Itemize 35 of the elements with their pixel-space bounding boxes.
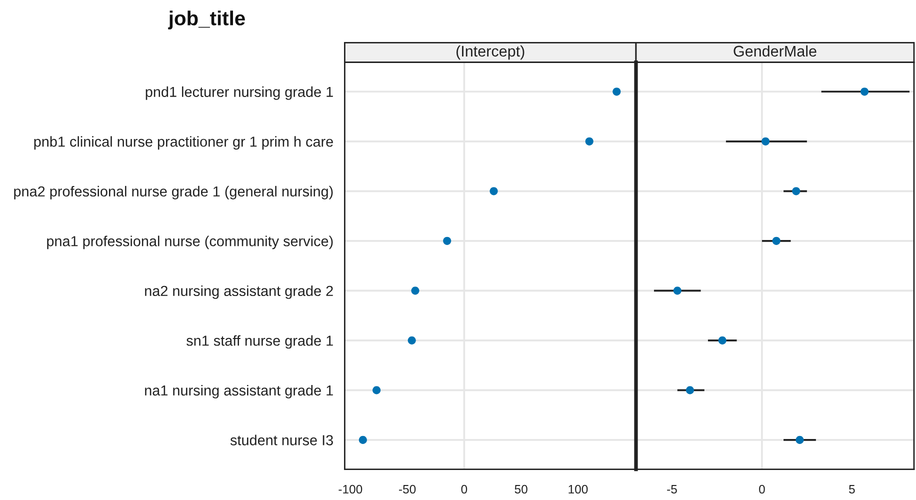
- point: [490, 187, 498, 196]
- y-tick-label: na1 nursing assistant grade 1: [145, 384, 333, 398]
- x-tick-label: 0: [461, 484, 468, 494]
- y-tick-label: student nurse I3: [230, 434, 333, 446]
- y-tick-label: pna1 professional nurse (community service): [47, 236, 333, 250]
- point: [792, 187, 800, 196]
- x-tick-label: 0: [759, 484, 765, 494]
- point: [408, 336, 416, 344]
- x-tick-label: 50: [514, 484, 528, 494]
- point: [411, 286, 420, 295]
- x-tick-label: 100: [568, 484, 588, 494]
- point: [585, 137, 594, 146]
- point: [686, 386, 694, 394]
- point: [443, 236, 452, 245]
- y-tick-label: pnd1 lecturer nursing grade 1: [146, 86, 333, 100]
- point: [762, 137, 770, 146]
- point: [860, 88, 869, 96]
- chart-title: job_title: [168, 10, 245, 30]
- y-tick-label: pna2 professional nurse grade 1 (general nursing): [14, 186, 333, 200]
- y-tick-label: sn1 staff nurse grade 1: [186, 335, 333, 349]
- point: [772, 236, 780, 245]
- chart-subtitle: (Intercept): [456, 45, 524, 60]
- point: [358, 436, 367, 444]
- y-tick-label: pnb1 clinical nurse practitioner gr 1 prim h care: [34, 136, 333, 150]
- point: [673, 286, 682, 295]
- x-tick-label: -100: [338, 484, 362, 494]
- point: [612, 88, 621, 96]
- point: [372, 386, 381, 394]
- y-tick-label: na2 nursing assistant grade 2: [145, 285, 333, 299]
- x-tick-label: -50: [398, 484, 416, 494]
- chart-subtitle: GenderMale: [734, 45, 816, 57]
- point: [718, 336, 726, 344]
- x-tick-label: -5: [667, 485, 677, 494]
- x-tick-label: 5: [849, 485, 855, 494]
- point: [796, 436, 804, 444]
